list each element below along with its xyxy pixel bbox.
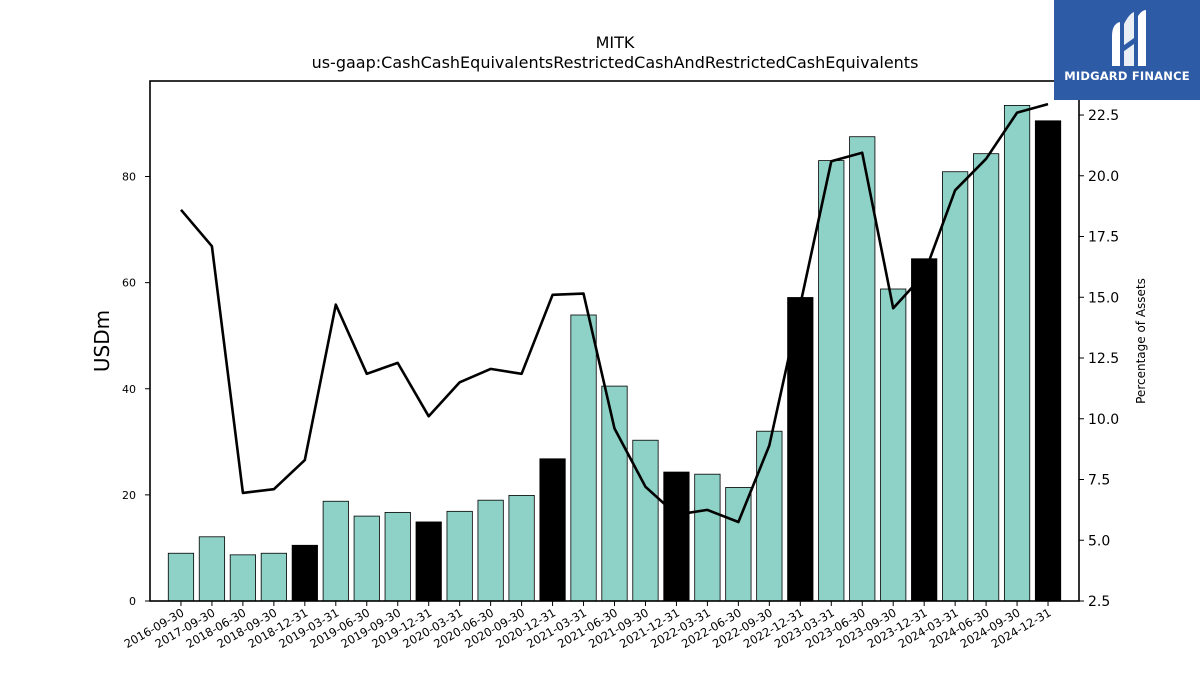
midgard-logo-icon [1112, 10, 1146, 66]
bar-2018-09-30 [260, 552, 287, 602]
brand-name: MIDGARD FINANCE [1064, 69, 1190, 83]
bar-2022-09-30 [756, 430, 783, 602]
y2-axis-label: Percentage of Assets [1134, 278, 1148, 404]
bar-2023-06-30 [849, 136, 876, 602]
y-tick-label: 0 [129, 595, 136, 608]
y2-tick-label: 5.0 [1088, 533, 1110, 549]
chart-title: MITK [596, 33, 635, 52]
y-tick-label: 80 [122, 171, 136, 184]
bar-2022-06-30 [725, 487, 752, 602]
bar-2021-06-30 [601, 385, 628, 602]
bar-2019-09-30 [384, 511, 411, 602]
y-tick-label: 20 [122, 489, 136, 502]
bar-2024-12-31 [1034, 120, 1062, 602]
bar-2016-09-30 [167, 552, 195, 602]
line-group [180, 102, 1049, 524]
y-tick-label: 60 [122, 277, 136, 290]
bar-2019-06-30 [353, 515, 380, 602]
bar-2021-03-31 [570, 314, 597, 602]
bar-2023-09-30 [880, 288, 907, 602]
bar-2022-03-31 [694, 473, 721, 602]
percentage-line [180, 102, 1049, 524]
y2-tick-label: 20.0 [1088, 169, 1119, 185]
y-axis-label: USDm [90, 310, 114, 372]
bars-group [167, 105, 1062, 602]
bar-2024-09-30 [1003, 105, 1031, 602]
y2-tick-label: 12.5 [1088, 351, 1119, 367]
bar-2017-09-30 [198, 536, 226, 602]
bar-2019-12-31 [415, 521, 442, 602]
bar-2020-09-30 [508, 495, 535, 602]
bar-2024-06-30 [973, 153, 1000, 602]
y2-tick-label: 7.5 [1088, 473, 1110, 489]
bar-2021-12-31 [663, 471, 690, 602]
bar-2020-12-31 [539, 458, 566, 602]
y2-tick-label: 10.0 [1088, 412, 1119, 428]
y2-tick-label: 2.5 [1088, 594, 1110, 610]
bar-2020-03-31 [446, 510, 473, 602]
bar-2023-12-31 [911, 258, 938, 602]
bar-2019-03-31 [322, 500, 349, 602]
bar-2018-06-30 [229, 554, 256, 602]
bar-2021-09-30 [632, 439, 659, 602]
brand-logo: MIDGARD FINANCE [1054, 0, 1200, 100]
bar-2018-12-31 [291, 544, 318, 602]
chart-subtitle: us-gaap:CashCashEquivalentsRestrictedCas… [312, 53, 919, 72]
y2-tick-label: 22.5 [1088, 108, 1119, 124]
bar-2023-03-31 [818, 160, 845, 602]
y-tick-label: 40 [122, 383, 136, 396]
bar-2020-06-30 [477, 499, 504, 602]
y2-tick-label: 15.0 [1088, 290, 1119, 306]
y2-tick-label: 17.5 [1088, 230, 1119, 246]
bar-2024-03-31 [942, 171, 969, 602]
